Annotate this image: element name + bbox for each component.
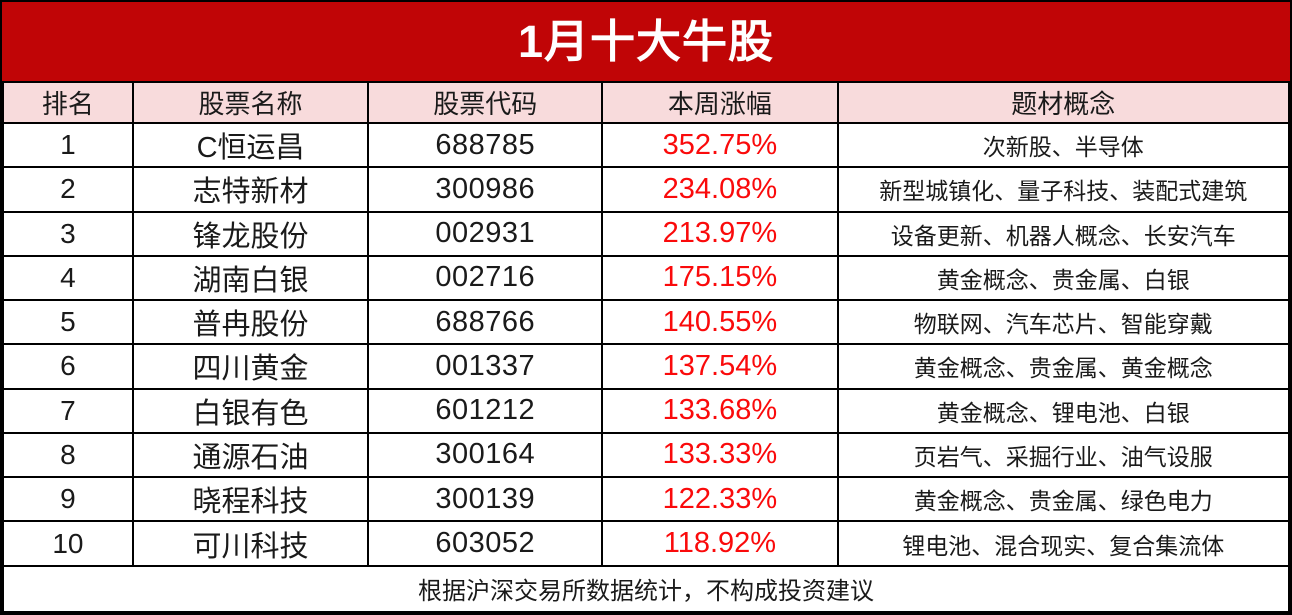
code-cell: 688785 [367,121,604,169]
code-cell: 601212 [367,387,604,434]
rank-cell: 5 [2,299,134,346]
code-cell: 002931 [367,210,604,257]
name-cell: 可川科技 [131,520,370,567]
concept-cell: 次新股、半导体 [836,121,1291,169]
rank-cell: 4 [2,254,134,302]
code-cell: 002716 [367,254,604,302]
table-row: 8 通源石油 300164 133.33% 页岩气、采掘行业、油气设服 [2,431,1291,479]
gain-cell: 175.15% [601,254,839,302]
rank-cell: 8 [2,431,134,479]
name-cell: 普冉股份 [131,299,370,346]
column-header-rank: 排名 [2,81,134,124]
concept-cell: 物联网、汽车芯片、智能穿戴 [836,299,1291,346]
gain-cell: 137.54% [601,343,839,390]
code-cell: 688766 [367,299,604,346]
gain-cell: 118.92% [601,520,839,567]
rank-cell: 7 [2,387,134,434]
rank-cell: 9 [2,476,134,523]
column-header-code: 股票代码 [367,81,604,124]
rank-cell: 10 [2,520,134,567]
gain-cell: 122.33% [601,476,839,523]
concept-cell: 新型城镇化、量子科技、装配式建筑 [836,166,1291,213]
gain-cell: 213.97% [601,210,839,257]
table-row: 6 四川黄金 001337 137.54% 黄金概念、贵金属、黄金概念 [2,343,1291,390]
header-row: 排名 股票名称 股票代码 本周涨幅 题材概念 [2,81,1291,124]
gain-cell: 140.55% [601,299,839,346]
code-cell: 001337 [367,343,604,390]
table-body: 1 C恒运昌 688785 352.75% 次新股、半导体 2 志特新材 300… [2,121,1291,614]
concept-cell: 页岩气、采掘行业、油气设服 [836,431,1291,479]
gain-cell: 133.33% [601,431,839,479]
table-row: 2 志特新材 300986 234.08% 新型城镇化、量子科技、装配式建筑 [2,166,1291,213]
name-cell: 四川黄金 [131,343,370,390]
table-row: 1 C恒运昌 688785 352.75% 次新股、半导体 [2,121,1291,169]
concept-cell: 黄金概念、贵金属、绿色电力 [836,476,1291,523]
table-header: 排名 股票名称 股票代码 本周涨幅 题材概念 [2,81,1291,124]
name-cell: 晓程科技 [131,476,370,523]
name-cell: C恒运昌 [131,121,370,169]
top-stocks-table: 排名 股票名称 股票代码 本周涨幅 题材概念 1 C恒运昌 688785 352… [2,81,1291,614]
code-cell: 300164 [367,431,604,479]
name-cell: 白银有色 [131,387,370,434]
code-cell: 603052 [367,520,604,567]
concept-cell: 黄金概念、锂电池、白银 [836,387,1291,434]
title-banner: 1月十大牛股 [2,2,1290,81]
name-cell: 志特新材 [131,166,370,213]
rank-cell: 1 [2,121,134,169]
gain-cell: 352.75% [601,121,839,169]
column-header-gain: 本周涨幅 [601,81,839,124]
table-row: 3 锋龙股份 002931 213.97% 设备更新、机器人概念、长安汽车 [2,210,1291,257]
table-row: 9 晓程科技 300139 122.33% 黄金概念、贵金属、绿色电力 [2,476,1291,523]
table-row: 10 可川科技 603052 118.92% 锂电池、混合现实、复合集流体 [2,520,1291,567]
concept-cell: 黄金概念、贵金属、白银 [836,254,1291,302]
footnote-text: 根据沪深交易所数据统计，不构成投资建议 [2,564,1290,614]
name-cell: 通源石油 [131,431,370,479]
table-row: 5 普冉股份 688766 140.55% 物联网、汽车芯片、智能穿戴 [2,299,1291,346]
rank-cell: 3 [2,210,134,257]
column-header-name: 股票名称 [131,81,370,124]
page-title: 1月十大牛股 [517,16,775,67]
gain-cell: 234.08% [601,166,839,213]
code-cell: 300986 [367,166,604,213]
name-cell: 湖南白银 [131,254,370,302]
concept-cell: 锂电池、混合现实、复合集流体 [836,520,1291,567]
gain-cell: 133.68% [601,387,839,434]
rank-cell: 2 [2,166,134,213]
code-cell: 300139 [367,476,604,523]
table-row: 4 湖南白银 002716 175.15% 黄金概念、贵金属、白银 [2,254,1291,302]
concept-cell: 黄金概念、贵金属、黄金概念 [836,343,1291,390]
rank-cell: 6 [2,343,134,390]
concept-cell: 设备更新、机器人概念、长安汽车 [836,210,1291,257]
footnote-row: 根据沪深交易所数据统计，不构成投资建议 [2,564,1290,614]
name-cell: 锋龙股份 [131,210,370,257]
table-row: 7 白银有色 601212 133.68% 黄金概念、锂电池、白银 [2,387,1291,434]
column-header-concept: 题材概念 [836,81,1291,124]
